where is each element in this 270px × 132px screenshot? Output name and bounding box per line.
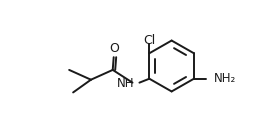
Text: Cl: Cl bbox=[143, 34, 156, 47]
Text: O: O bbox=[109, 42, 119, 55]
Text: NH: NH bbox=[117, 77, 134, 90]
Text: NH₂: NH₂ bbox=[214, 72, 236, 85]
